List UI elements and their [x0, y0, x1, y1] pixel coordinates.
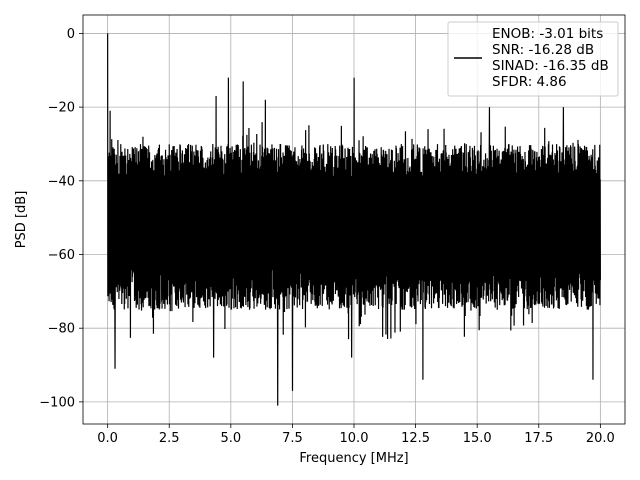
legend-entry-line: SFDR: 4.86: [492, 74, 567, 90]
axes-ticks: 0.0 2.5 5.0 7.5 10.0 12.5 15.0 17.5 20.0 0 −20 −40 −…: [39, 27, 615, 446]
y-axis-label: PSD [dB]: [14, 191, 29, 249]
x-tick-label: 0.0: [97, 431, 118, 446]
legend-entry-line: ENOB: -3.01 bits: [492, 26, 603, 42]
y-tick-label: −20: [48, 101, 75, 116]
x-tick-label: 12.5: [401, 431, 430, 446]
x-tick-label: 10.0: [340, 431, 369, 446]
psd-series-line: [107, 33, 601, 406]
x-axis-label: Frequency [MHz]: [299, 451, 408, 466]
legend-entry-line: SINAD: -16.35 dB: [492, 58, 609, 74]
y-tick-label: 0: [67, 27, 75, 42]
y-tick-label: −100: [39, 395, 75, 410]
x-tick-label: 5.0: [220, 431, 241, 446]
legend-entry: ENOB: -3.01 bits SNR: -16.28 dB SINAD: -16…: [492, 26, 609, 90]
x-tick-label: 2.5: [159, 431, 180, 446]
x-tick-label: 15.0: [463, 431, 492, 446]
x-tick-label: 20.0: [586, 431, 615, 446]
y-tick-label: −40: [48, 174, 75, 189]
x-tick-label: 7.5: [282, 431, 303, 446]
y-tick-label: −80: [48, 322, 75, 337]
legend-box: [447, 21, 619, 97]
plot-area: [107, 33, 601, 406]
y-tick-label: −60: [48, 248, 75, 263]
legend: ENOB: -3.01 bits SNR: -16.28 dB SINAD: -16…: [447, 21, 619, 97]
legend-entry-line: SNR: -16.28 dB: [492, 42, 594, 58]
x-tick-label: 17.5: [524, 431, 553, 446]
